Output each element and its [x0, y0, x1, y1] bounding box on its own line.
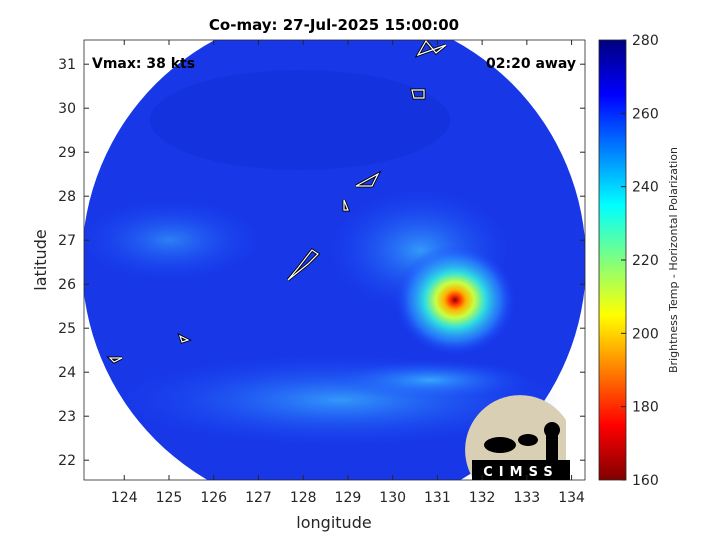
y-tick-label: 23: [58, 409, 76, 425]
x-tick-label: 134: [558, 490, 585, 506]
colorbar-tick-label: 220: [632, 253, 659, 269]
x-tick-label: 126: [200, 490, 227, 506]
logo: CIMSS: [465, 395, 570, 480]
y-tick-label: 24: [58, 365, 76, 381]
title: Co-may: 27-Jul-2025 15:00:00: [209, 16, 459, 34]
x-axis-label: longitude: [296, 513, 371, 532]
y-tick-label: 28: [58, 189, 76, 205]
x-tick-label: 130: [379, 490, 406, 506]
y-axis-label: latitude: [31, 229, 50, 290]
colorbar-tick-label: 160: [632, 473, 659, 489]
y-tick-label: 22: [58, 453, 76, 469]
intensity-note: Vmax: 38 kts: [92, 56, 195, 72]
time-note: 02:20 away: [486, 56, 576, 72]
logo-text: CIMSS: [483, 465, 558, 480]
colorbar-label: Brightness Temp - Horizontal Polarizatio…: [667, 147, 680, 373]
colorbar-tick-label: 280: [632, 33, 659, 49]
colorbar-tick-label: 260: [632, 106, 659, 122]
y-tick-label: 27: [58, 233, 76, 249]
colorbar-tick-label: 180: [632, 400, 659, 416]
x-tick-label: 127: [245, 490, 272, 506]
y-tick-label: 26: [58, 277, 76, 293]
x-tick-label: 131: [424, 490, 451, 506]
x-tick-label: 125: [156, 490, 183, 506]
y-tick-label: 29: [58, 145, 76, 161]
colorbar-tick-label: 240: [632, 180, 659, 196]
plot-frame: [83, 39, 586, 481]
swath: [84, 40, 585, 480]
x-tick-label: 129: [335, 490, 362, 506]
y-tick-label: 25: [58, 321, 76, 337]
y-tick-label: 31: [58, 57, 76, 73]
x-tick-label: 124: [111, 490, 138, 506]
colorbar-tick-label: 200: [632, 326, 659, 342]
x-tick-label: 133: [513, 490, 540, 506]
x-tick-label: 128: [290, 490, 317, 506]
x-tick-label: 132: [469, 490, 496, 506]
y-tick-label: 30: [58, 101, 76, 117]
